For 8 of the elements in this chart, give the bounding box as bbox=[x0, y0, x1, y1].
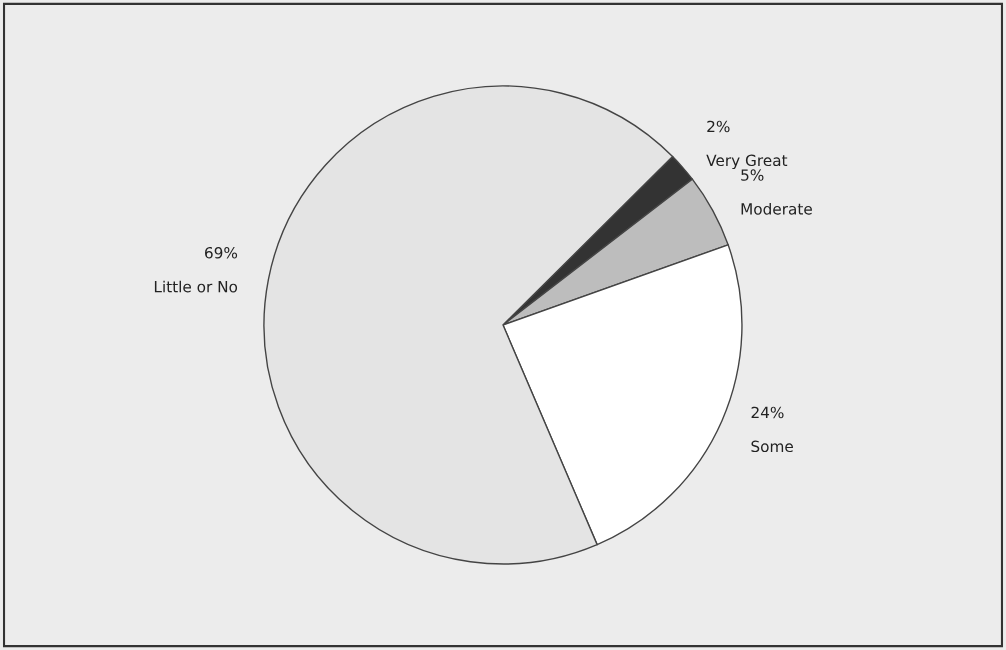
data-label: 2% bbox=[707, 120, 730, 133]
data-label: 5% bbox=[741, 169, 764, 181]
slice-label: Moderate bbox=[741, 202, 812, 215]
data-label: 69% bbox=[205, 247, 238, 259]
slice-label: Some bbox=[751, 440, 793, 453]
slice-label: Little or No bbox=[154, 280, 238, 293]
slice-label: Very Great bbox=[706, 154, 788, 170]
data-label: 24% bbox=[751, 406, 784, 419]
